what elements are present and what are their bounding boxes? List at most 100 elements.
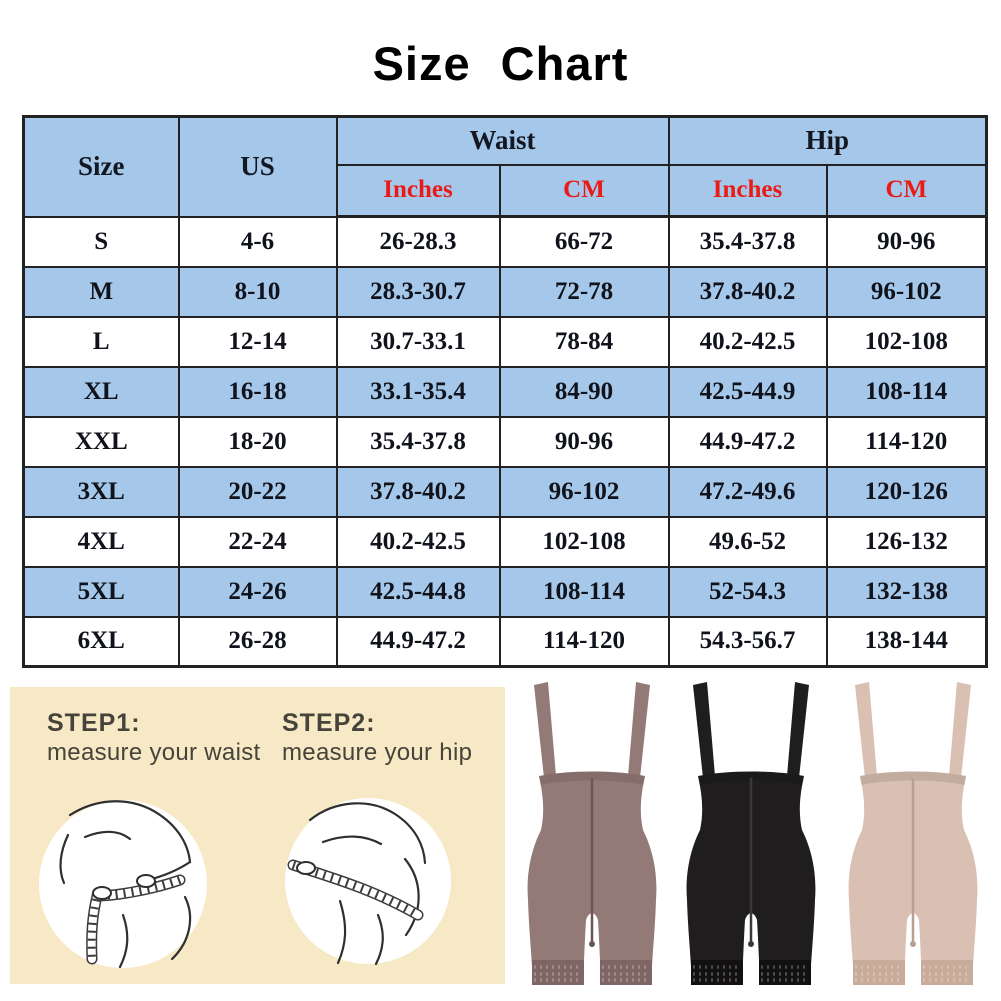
step2-label: STEP2: <box>282 709 376 737</box>
table-cell: 16-18 <box>177 365 338 418</box>
table-cell: 33.1-35.4 <box>335 365 501 418</box>
table-cell: 44.9-47.2 <box>667 415 828 468</box>
table-cell: 24-26 <box>177 565 338 618</box>
product-image-black-bodysuit <box>686 682 816 985</box>
column-header-hip-inches: Inches <box>667 163 828 218</box>
table-cell: 96-102 <box>498 465 670 518</box>
hand-sketch <box>136 874 156 888</box>
hand-sketch <box>296 861 316 875</box>
table-cell: 102-108 <box>498 515 670 568</box>
table-cell: 30.7-33.1 <box>335 315 501 368</box>
lace-trim <box>600 960 652 985</box>
column-header-hip-cm: CM <box>825 163 988 218</box>
table-cell: 126-132 <box>825 515 988 568</box>
column-header-us: US <box>177 115 338 218</box>
table-row: S 4-6 26-28.3 66-72 35.4-37.8 90-96 <box>22 215 988 268</box>
table-cell: 26-28.3 <box>335 215 501 268</box>
hip-illustration-circle <box>285 798 451 964</box>
measure-steps-panel: STEP1: measure your waist STEP2: measure… <box>10 687 505 984</box>
table-cell: 78-84 <box>498 315 670 368</box>
table-cell: 90-96 <box>825 215 988 268</box>
bodysuit-shape <box>527 682 657 985</box>
table-cell: 42.5-44.8 <box>335 565 501 618</box>
column-header-waist-cm: CM <box>498 163 670 218</box>
measure-illustrations <box>39 798 451 969</box>
table-cell: 42.5-44.9 <box>667 365 828 418</box>
column-header-size: Size <box>22 115 180 218</box>
table-row: 4XL 22-24 40.2-42.5 102-108 49.6-52 126-132 <box>22 515 988 568</box>
table-cell: 3XL <box>22 465 180 518</box>
product-image-mocha-bodysuit <box>527 682 657 985</box>
waist-illustration-circle <box>39 800 207 968</box>
table-cell: S <box>22 215 180 268</box>
table-cell: 102-108 <box>825 315 988 368</box>
step1-label: STEP1: <box>47 709 141 737</box>
table-cell: 8-10 <box>177 265 338 318</box>
table-row: 3XL 20-22 37.8-40.2 96-102 47.2-49.6 120-126 <box>22 465 988 518</box>
table-row: XXL 18-20 35.4-37.8 90-96 44.9-47.2 114-120 <box>22 415 988 468</box>
step2-text: measure your hip <box>282 738 473 766</box>
table-cell: 44.9-47.2 <box>335 615 501 668</box>
column-header-waist-inches: Inches <box>335 163 501 218</box>
table-cell: 54.3-56.7 <box>667 615 828 668</box>
table-cell: 37.8-40.2 <box>667 265 828 318</box>
table-cell: M <box>22 265 180 318</box>
table-cell: 49.6-52 <box>667 515 828 568</box>
lace-trim <box>532 960 584 985</box>
table-row: 5XL 24-26 42.5-44.8 108-114 52-54.3 132-138 <box>22 565 988 618</box>
step1-text: measure your waist <box>47 738 261 766</box>
product-image-nude-bodysuit <box>848 682 978 985</box>
table-cell: 35.4-37.8 <box>667 215 828 268</box>
table-cell: 114-120 <box>825 415 988 468</box>
table-cell: 72-78 <box>498 265 670 318</box>
table-cell: XL <box>22 365 180 418</box>
table-row: XL 16-18 33.1-35.4 84-90 42.5-44.9 108-114 <box>22 365 988 418</box>
zipper-pull <box>748 941 754 947</box>
table-cell: XXL <box>22 415 180 468</box>
table-row: L 12-14 30.7-33.1 78-84 40.2-42.5 102-108 <box>22 315 988 368</box>
table-cell: 84-90 <box>498 365 670 418</box>
table-cell: 22-24 <box>177 515 338 568</box>
table-cell: 120-126 <box>825 465 988 518</box>
hand-sketch <box>92 886 112 900</box>
table-cell: 132-138 <box>825 565 988 618</box>
table-cell: 37.8-40.2 <box>335 465 501 518</box>
table-cell: 35.4-37.8 <box>335 415 501 468</box>
column-header-hip: Hip <box>667 115 988 166</box>
bodysuit-shape <box>686 682 816 985</box>
step2-block: STEP2: measure your hip <box>282 709 472 767</box>
zipper-pull <box>910 941 916 947</box>
table-cell: 26-28 <box>177 615 338 668</box>
table-cell: 6XL <box>22 615 180 668</box>
table-cell: L <box>22 315 180 368</box>
table-cell: 4XL <box>22 515 180 568</box>
bodysuit-shape <box>848 682 978 985</box>
lace-trim <box>921 960 973 985</box>
column-header-waist: Waist <box>335 115 670 166</box>
table-cell: 20-22 <box>177 465 338 518</box>
table-cell: 90-96 <box>498 415 670 468</box>
table-cell: 114-120 <box>498 615 670 668</box>
table-header-row: Size US Waist Hip <box>22 115 988 218</box>
zipper-pull <box>589 941 595 947</box>
lace-trim <box>691 960 743 985</box>
table-row: 6XL 26-28 44.9-47.2 114-120 54.3-56.7 138-144 <box>22 615 988 668</box>
table-row: M 8-10 28.3-30.7 72-78 37.8-40.2 96-102 <box>22 265 988 318</box>
table-cell: 28.3-30.7 <box>335 265 501 318</box>
table-cell: 40.2-42.5 <box>667 315 828 368</box>
measure-hip-illustration <box>308 802 427 966</box>
table-cell: 47.2-49.6 <box>667 465 828 518</box>
table-subheader-row: Inches CM Inches CM <box>24 163 988 218</box>
table-cell: 18-20 <box>177 415 338 468</box>
table-cell: 40.2-42.5 <box>335 515 501 568</box>
lace-trim <box>853 960 905 985</box>
table-cell: 108-114 <box>825 365 988 418</box>
step1-block: STEP1: measure your waist <box>47 709 260 767</box>
table-cell: 66-72 <box>498 215 670 268</box>
table-cell: 4-6 <box>177 215 338 268</box>
table-cell: 52-54.3 <box>667 565 828 618</box>
table-cell: 108-114 <box>498 565 670 618</box>
page-title: Size Chart <box>372 37 629 90</box>
lace-trim <box>759 960 811 985</box>
